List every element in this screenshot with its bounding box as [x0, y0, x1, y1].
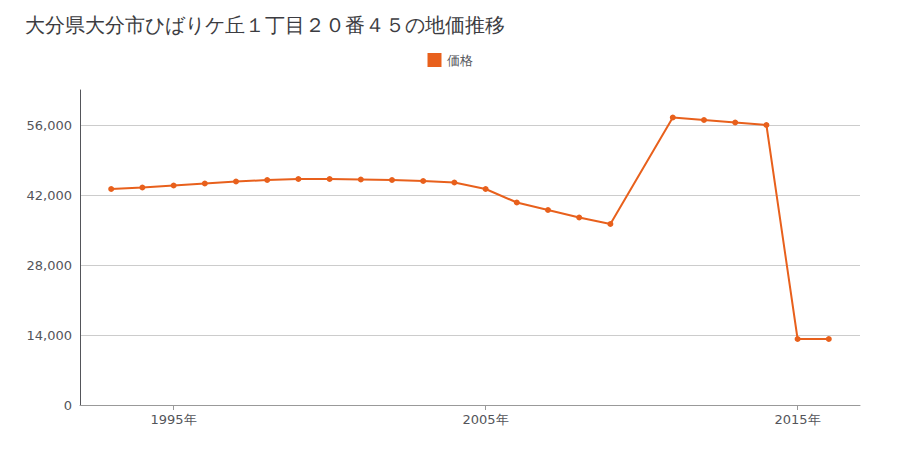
- svg-text:価格: 価格: [447, 53, 473, 68]
- svg-text:28,000: 28,000: [27, 258, 73, 273]
- svg-text:0: 0: [64, 398, 72, 413]
- svg-text:2015年: 2015年: [775, 412, 821, 427]
- svg-text:56,000: 56,000: [27, 118, 73, 133]
- svg-text:14,000: 14,000: [27, 328, 73, 343]
- svg-text:大分県大分市ひばりケ丘１丁目２０番４５の地価推移: 大分県大分市ひばりケ丘１丁目２０番４５の地価推移: [25, 13, 505, 37]
- svg-text:2005年: 2005年: [463, 412, 509, 427]
- svg-text:42,000: 42,000: [27, 188, 73, 203]
- svg-text:1995年: 1995年: [151, 412, 197, 427]
